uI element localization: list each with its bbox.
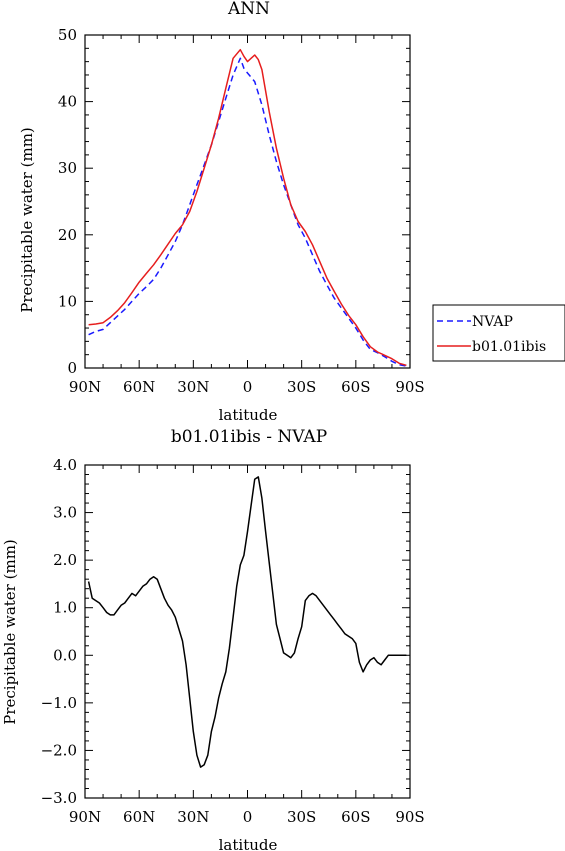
- bottom-xtick-label: 60N: [123, 808, 155, 826]
- bottom-ytick-label: 2.0: [53, 551, 77, 569]
- top-chart-title: ANN: [227, 0, 270, 19]
- bottom-chart-title: b01.01ibis - NVAP: [171, 427, 327, 447]
- legend-label-b01-01ibis: b01.01ibis: [472, 339, 546, 355]
- bottom-xtick-label: 60S: [341, 808, 370, 826]
- top-xtick-label: 30N: [177, 378, 209, 396]
- bottom-xtick-label: 0: [243, 808, 253, 826]
- top-xtick-label: 60S: [341, 378, 370, 396]
- top-ytick-label: 10: [58, 292, 77, 310]
- top-xtick-label: 30S: [287, 378, 316, 396]
- top-chart-panel: ANN 90N 60N 30N 0 30S 60S 90S 0 10 20 30 40 50 latit…: [18, 0, 425, 424]
- bottom-chart-plot-area: [84, 464, 411, 799]
- bottom-chart-ticks: 90N 60N 30N 0 30S 60S 90S −3.0 −2.0 −1.0 0.0 1.0 2.0…: [41, 456, 425, 826]
- bottom-chart-series: [87, 476, 407, 768]
- legend-item-nvap: NVAP: [437, 314, 513, 330]
- bottom-xtick-label: 30N: [177, 808, 209, 826]
- bottom-xtick-label: 90S: [395, 808, 424, 826]
- top-xtick-label: 60N: [123, 378, 155, 396]
- top-ytick-label: 0: [67, 359, 77, 377]
- bottom-xtick-label: 30S: [287, 808, 316, 826]
- legend-label-nvap: NVAP: [472, 314, 513, 330]
- legend-box: [432, 304, 565, 362]
- top-series-line-b01-01ibis: [88, 48, 407, 367]
- top-chart-series: [88, 48, 407, 367]
- legend-item-b01-01ibis: b01.01ibis: [437, 339, 546, 355]
- bottom-ytick-label: 3.0: [53, 504, 77, 522]
- top-ytick-label: 50: [58, 26, 77, 44]
- bottom-ytick-label: 0.0: [53, 646, 77, 664]
- bottom-xtick-label: 90N: [69, 808, 101, 826]
- top-xtick-label: 0: [243, 378, 253, 396]
- top-ytick-label: 20: [58, 226, 77, 244]
- top-xtick-label: 90S: [395, 378, 424, 396]
- top-chart-ticks: 90N 60N 30N 0 30S 60S 90S 0 10 20 30 40 50: [58, 26, 425, 396]
- bottom-ytick-label: −1.0: [41, 694, 77, 712]
- top-series-line-nvap: [88, 57, 407, 367]
- bottom-ytick-label: −2.0: [41, 741, 77, 759]
- bottom-ytick-label: −3.0: [41, 789, 77, 807]
- top-chart-ylabel: Precipitable water (mm): [18, 127, 36, 313]
- bottom-chart-xlabel: latitude: [219, 836, 278, 851]
- bottom-chart-panel: b01.01ibis - NVAP 90N 60N 30N 0 30S 60S 90S −3.…: [1, 427, 425, 851]
- bottom-ytick-label: 4.0: [53, 456, 77, 474]
- top-ytick-label: 40: [58, 93, 77, 111]
- bottom-ytick-label: 1.0: [53, 599, 77, 617]
- top-xtick-label: 90N: [69, 378, 101, 396]
- top-chart-xlabel: latitude: [219, 406, 278, 424]
- legend: NVAP b01.01ibis: [432, 304, 565, 362]
- bottom-chart-ylabel: Precipitable water (mm): [1, 539, 19, 725]
- bottom-series-line-difference: [87, 476, 407, 768]
- top-ytick-label: 30: [58, 159, 77, 177]
- top-chart-plot-area: [84, 34, 411, 369]
